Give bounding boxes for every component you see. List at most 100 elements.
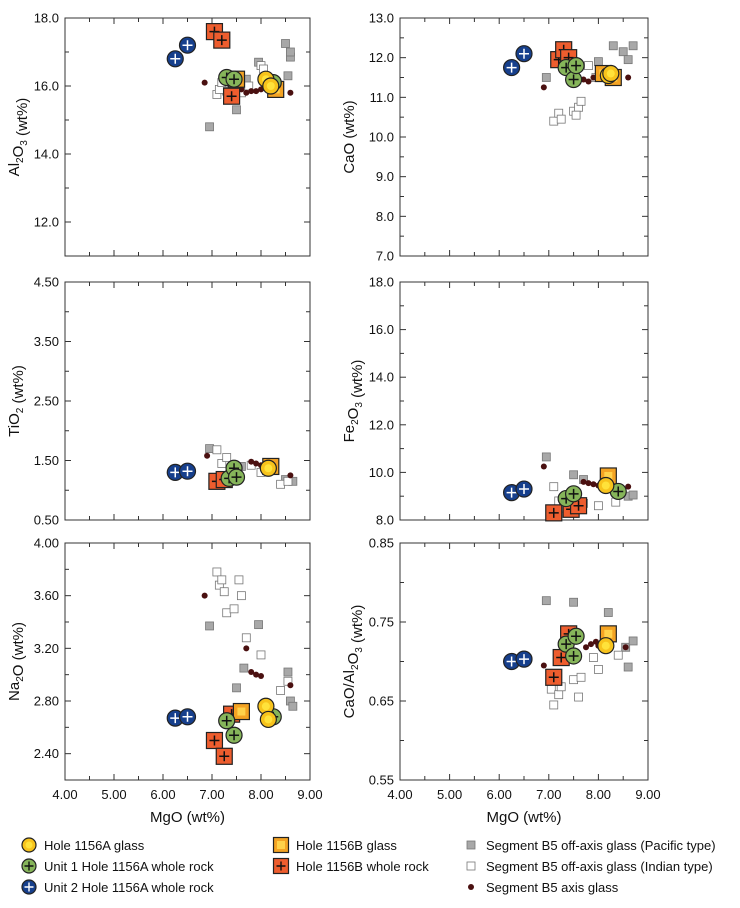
pacific-glass-point [569, 470, 578, 480]
y-tick-label: 12.0 [34, 215, 59, 230]
axis-glass-point [243, 645, 250, 652]
indian-glass-point [256, 650, 266, 660]
indian-glass-point [584, 61, 593, 70]
pacific-glass-point [232, 683, 241, 693]
indian-glass-point [217, 459, 227, 468]
pacific-glass-point [623, 55, 633, 65]
plus-mark [182, 466, 193, 477]
indian-glass-point [276, 686, 286, 695]
legend-item-indian-type: Segment B5 off-axis glass (Indian type) [462, 857, 713, 875]
pacific-glass-point [618, 47, 628, 57]
indian-glass-point [229, 604, 239, 614]
y-tick-label: 18.0 [369, 275, 394, 290]
axis-glass-point [201, 79, 208, 86]
indian-glass-point [222, 453, 232, 462]
pacific-square-marker-icon [466, 840, 476, 850]
legend-label: Segment B5 off-axis glass (Pacific type) [486, 837, 716, 853]
y-tick-label: 18.0 [34, 11, 59, 26]
indian-glass-point [594, 501, 603, 511]
pacific-glass-point [628, 636, 638, 646]
plus-mark [170, 467, 181, 478]
plus-mark [226, 91, 237, 102]
y-axis-label: CaO/Al2O3 (wt%) [341, 605, 366, 719]
chart-panel-3: 0.50 1.50 2.50 3.50 4.50 TiO2 (wt%) [6, 275, 311, 528]
indian-glass-point [576, 96, 586, 106]
plus-mark [568, 488, 579, 499]
hole-1156b-square-plus-marker-icon [272, 857, 290, 875]
indian-glass-point [589, 653, 598, 662]
pacific-glass-point [232, 105, 241, 115]
plus-mark [548, 672, 559, 683]
plots-canvas: 12.0 14.0 16.0 18.0 Al2O3 (wt%) 7.0 8.0 9.0 10.0… [6, 11, 661, 827]
x-tick-label: 6.00 [150, 787, 175, 802]
x-tick-label: 4.00 [387, 787, 412, 802]
data-points [503, 596, 638, 710]
indian-glass-point [569, 675, 578, 685]
legend-label: Segment B5 axis glass [486, 879, 619, 895]
axis-glass-point [590, 481, 597, 488]
plus-mark [519, 484, 529, 495]
axis-glass-point [287, 472, 294, 479]
plus-mark [573, 500, 584, 511]
data-points [503, 452, 638, 522]
indian-square-marker-icon [466, 861, 476, 871]
data-points [166, 444, 298, 490]
y-tick-label: 0.50 [34, 513, 59, 528]
axis-glass-point [540, 662, 547, 669]
axis-glass-point [580, 478, 587, 485]
axis-glass-point [585, 78, 592, 85]
indian-glass-point [276, 479, 286, 489]
legend-label: Hole 1156B whole rock [296, 858, 429, 874]
unit2-circle-plus-marker-icon [21, 879, 37, 895]
chart-panel-6: 0.55 0.65 0.75 0.85 4.00 5.00 6.00 7.00 8.00 9.00… [341, 536, 661, 827]
plus-mark [219, 751, 230, 762]
data-points [166, 567, 298, 765]
legend-item-hole-1156b-glass: Hole 1156B glass [272, 836, 397, 854]
x-axis-label: MgO (wt%) [487, 809, 562, 826]
y-axis-label: Al2O3 (wt%) [6, 98, 31, 177]
axis-glass-point [248, 669, 255, 676]
pacific-glass-point [541, 596, 551, 606]
plus-mark [170, 713, 181, 724]
legend: Hole 1156A glass Hole 1156B glass Segmen… [0, 830, 740, 908]
data-points [166, 23, 295, 132]
indian-glass-point [549, 700, 559, 710]
x-axis-label: MgO (wt%) [150, 809, 225, 826]
pacific-glass-point [608, 41, 618, 51]
legend-label: Unit 2 Hole 1156A whole rock [44, 879, 214, 895]
legend-label: Segment B5 off-axis glass (Indian type) [486, 858, 713, 874]
legend-item-unit2-whole-rock: Unit 2 Hole 1156A whole rock [20, 878, 214, 896]
y-tick-label: 0.85 [369, 536, 394, 551]
axis-glass-point [204, 452, 211, 459]
legend-label: Hole 1156A glass [44, 837, 145, 853]
indian-glass-point [613, 650, 623, 660]
y-tick-label: 0.65 [369, 694, 394, 709]
indian-glass-point [576, 672, 586, 682]
pacific-glass-point [205, 122, 214, 132]
axis-glass-point [201, 592, 208, 599]
chart-panel-5: 2.40 2.80 3.20 3.60 4.00 4.00 5.00 6.00 7.00 8.00… [6, 536, 323, 827]
axis-glass-point [585, 480, 592, 487]
hole-1156a-glass-marker-icon [21, 837, 37, 853]
axis-glass-point [253, 88, 260, 95]
axis-glass-point [258, 672, 264, 679]
y-tick-label: 1.50 [34, 453, 59, 468]
pacific-glass-point [205, 621, 214, 631]
axis-glass-point [587, 641, 594, 648]
y-tick-label: 7.0 [376, 249, 394, 264]
legend-label: Hole 1156B glass [296, 837, 397, 853]
plus-mark [170, 53, 181, 64]
legend-item-pacific-type: Segment B5 off-axis glass (Pacific type) [462, 836, 716, 854]
y-tick-label: 12.0 [369, 417, 394, 432]
y-tick-label: 10.0 [369, 465, 394, 480]
y-tick-label: 14.0 [369, 370, 394, 385]
pacific-glass-point [623, 662, 633, 672]
y-tick-label: 4.50 [34, 275, 59, 290]
y-tick-label: 3.60 [34, 588, 59, 603]
indian-glass-point [241, 633, 251, 643]
x-tick-label: 9.00 [297, 787, 322, 802]
y-tick-label: 13.0 [369, 11, 394, 26]
y-axis-label: TiO2 (wt%) [6, 365, 27, 437]
plus-mark [519, 48, 529, 59]
plus-mark [231, 472, 242, 483]
